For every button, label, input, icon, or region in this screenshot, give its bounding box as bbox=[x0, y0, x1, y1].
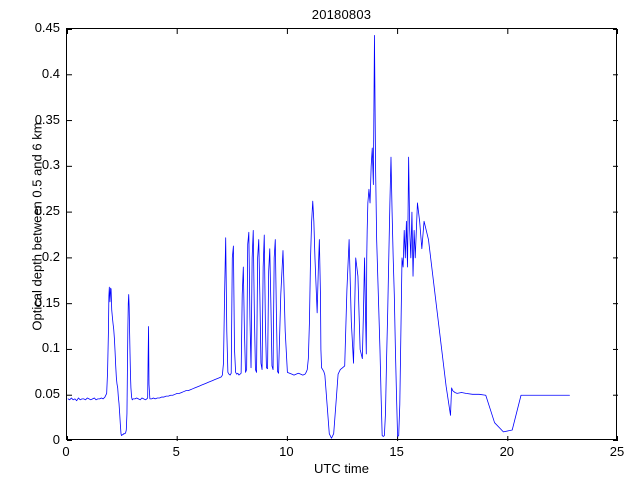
y-tick-label: 0.35 bbox=[34, 111, 60, 127]
y-tick-label: 0 bbox=[52, 432, 60, 447]
y-tick-label: 0.1 bbox=[41, 340, 60, 356]
x-tick-label: 10 bbox=[279, 444, 294, 459]
y-tick-label: 0.25 bbox=[34, 203, 60, 219]
x-tick-label: 25 bbox=[609, 444, 625, 459]
y-tick-label: 0.05 bbox=[34, 386, 60, 402]
y-tick-label: 0.2 bbox=[41, 248, 60, 264]
x-axis-label: UTC time bbox=[314, 461, 369, 476]
y-axis-label: Optical depth between 0.5 and 6 km bbox=[29, 122, 45, 331]
chart-title: 20180803 bbox=[311, 7, 372, 22]
y-tick-label: 0.45 bbox=[34, 20, 60, 35]
y-tick-label: 0.4 bbox=[41, 65, 60, 81]
y-tick-label: 0.15 bbox=[34, 294, 60, 310]
y-tick-label: 0.3 bbox=[41, 157, 60, 173]
chart-svg bbox=[67, 29, 618, 441]
x-tick-label: 0 bbox=[62, 444, 70, 459]
x-tick-label: 5 bbox=[172, 444, 180, 459]
x-tick-label: 15 bbox=[389, 444, 404, 459]
axis-ticks bbox=[67, 29, 618, 441]
data-series-line bbox=[67, 35, 570, 439]
x-tick-label: 20 bbox=[499, 444, 515, 459]
plot-area bbox=[66, 28, 618, 441]
